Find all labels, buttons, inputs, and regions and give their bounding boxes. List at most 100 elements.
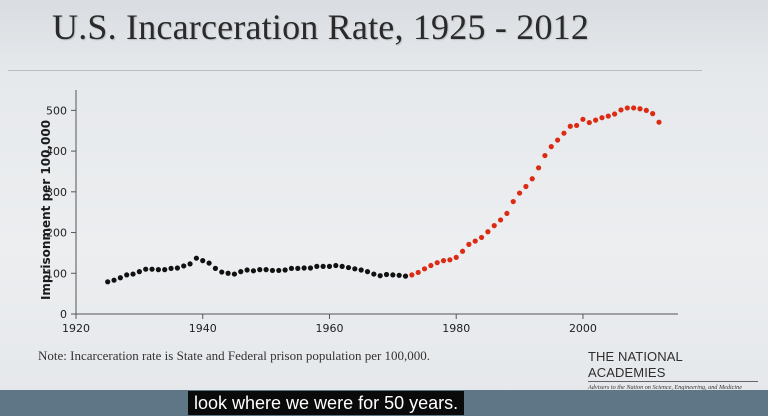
data-point-early <box>257 267 263 273</box>
data-point-early <box>364 269 371 275</box>
data-point-recent <box>593 117 599 123</box>
chart-note: Note: Incarceration rate is State and Fe… <box>38 348 431 363</box>
data-point-early <box>358 267 364 273</box>
data-point-early <box>162 267 168 273</box>
data-point-recent <box>529 176 535 182</box>
data-point-recent <box>434 260 440 266</box>
data-point-early <box>219 269 225 275</box>
data-point-recent <box>466 241 472 247</box>
data-point-early <box>136 269 142 275</box>
data-point-recent <box>523 183 529 190</box>
chart-marks <box>105 105 662 285</box>
slide-title: U.S. Incarceration Rate, 1925 - 2012 <box>52 7 590 47</box>
data-point-recent <box>459 248 466 254</box>
data-point-recent <box>421 266 428 272</box>
data-point-early <box>326 263 333 269</box>
data-point-early <box>390 272 396 278</box>
x-tick-label: 2000 <box>569 322 597 335</box>
data-point-recent <box>504 210 510 217</box>
data-point-recent <box>491 223 497 229</box>
data-point-recent <box>574 122 580 129</box>
data-point-recent <box>631 105 637 111</box>
data-point-recent <box>561 130 567 136</box>
x-tick-label: 1940 <box>189 322 217 335</box>
data-point-recent <box>516 190 523 196</box>
data-point-early <box>307 265 314 271</box>
data-point-recent <box>618 107 624 113</box>
data-point-early <box>200 258 206 264</box>
chart-axes: 1920 1940 1960 1980 2000 0 100 200 300 400 500 <box>46 90 678 335</box>
data-point-early <box>345 264 352 271</box>
video-caption: look where we were for 50 years. <box>188 391 465 415</box>
data-point-early <box>130 271 136 277</box>
data-point-early <box>383 271 390 278</box>
data-point-early <box>174 265 180 271</box>
data-point-recent <box>605 113 611 119</box>
incarceration-chart: 1920 1940 1960 1980 2000 0 100 200 300 400 500 Imp… <box>39 90 678 335</box>
data-point-early <box>396 272 402 278</box>
data-point-early <box>295 265 301 271</box>
data-point-recent <box>485 229 491 235</box>
data-point-recent <box>535 165 542 171</box>
data-point-recent <box>637 106 643 112</box>
data-point-early <box>231 271 238 277</box>
x-tick-label: 1960 <box>315 322 343 335</box>
data-point-early <box>225 270 231 276</box>
data-point-recent <box>497 217 504 223</box>
data-point-early <box>124 272 130 278</box>
data-point-recent <box>415 269 421 276</box>
data-point-recent <box>447 257 453 263</box>
data-point-recent <box>656 119 662 125</box>
data-point-early <box>301 265 307 271</box>
data-point-early <box>149 266 155 272</box>
y-tick-label: 400 <box>46 145 67 158</box>
data-point-recent <box>409 272 415 278</box>
data-point-early <box>282 267 288 273</box>
data-point-early <box>143 266 149 272</box>
data-point-recent <box>580 116 586 122</box>
logo-name: THE NATIONAL ACADEMIES <box>588 349 758 382</box>
data-point-recent <box>548 144 554 150</box>
data-point-early <box>377 273 383 279</box>
data-point-recent <box>612 111 618 117</box>
data-point-recent <box>586 119 592 126</box>
data-point-early <box>212 265 219 271</box>
data-point-early <box>276 267 282 274</box>
data-point-early <box>105 279 111 285</box>
data-point-early <box>371 271 377 277</box>
data-point-early <box>193 255 199 261</box>
data-point-early <box>155 267 161 273</box>
x-tick-label: 1920 <box>62 322 90 335</box>
data-point-recent <box>510 198 516 205</box>
data-point-recent <box>440 258 447 264</box>
data-point-recent <box>643 107 649 113</box>
data-point-early <box>117 275 123 281</box>
y-tick-label: 200 <box>46 227 67 240</box>
data-point-early <box>206 260 212 266</box>
data-point-early <box>320 263 326 269</box>
data-point-early <box>333 262 339 269</box>
data-point-early <box>339 263 345 269</box>
data-point-early <box>238 269 244 275</box>
y-tick-label: 300 <box>46 186 67 199</box>
data-point-early <box>187 261 193 267</box>
data-point-recent <box>650 111 656 117</box>
data-point-early <box>168 265 174 271</box>
title-divider <box>8 70 702 71</box>
data-point-early <box>314 263 320 269</box>
data-point-recent <box>478 234 485 241</box>
y-tick-label: 500 <box>46 104 67 117</box>
y-axis-label: Imprisonment per 100,000 <box>39 120 53 300</box>
data-point-recent <box>624 105 630 111</box>
data-point-recent <box>567 123 573 129</box>
data-point-recent <box>428 262 434 269</box>
y-tick-label: 100 <box>46 267 67 280</box>
data-point-early <box>269 267 276 274</box>
logo-tagline: Advisers to the Nation on Science, Engin… <box>588 384 742 391</box>
national-academies-logo: THE NATIONAL ACADEMIES Advisers to the N… <box>588 349 766 391</box>
data-point-early <box>402 273 409 279</box>
data-point-recent <box>555 137 561 143</box>
data-point-early <box>250 268 257 274</box>
data-point-early <box>263 267 269 273</box>
data-point-early <box>244 267 250 273</box>
